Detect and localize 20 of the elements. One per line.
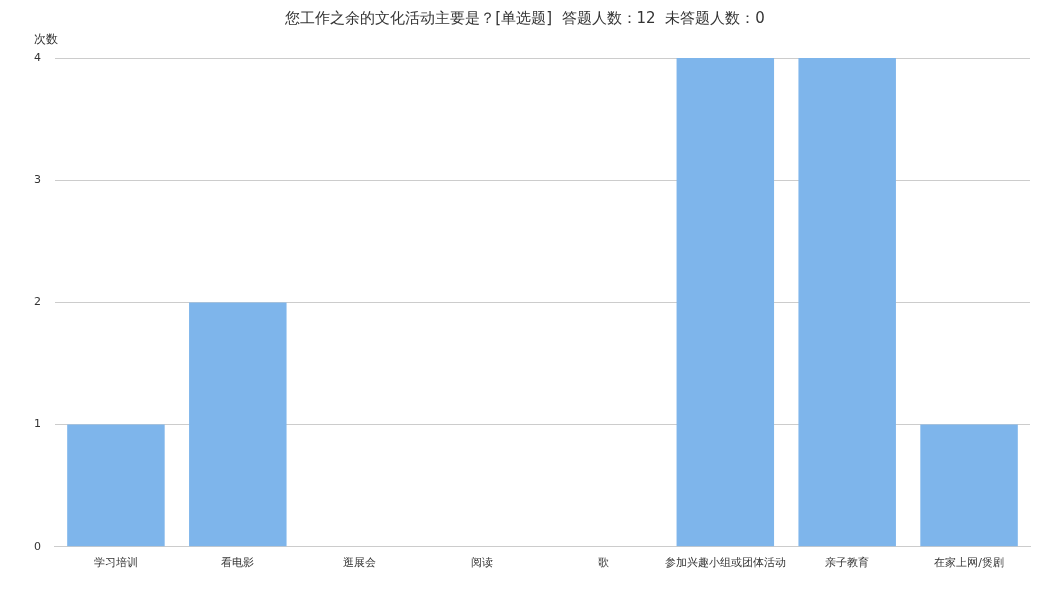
- x-tick-label: 参加兴趣小组或团体活动: [664, 556, 786, 570]
- bar: [798, 58, 896, 547]
- y-tick-label: 3: [34, 173, 41, 187]
- y-axis-title: 次数: [34, 32, 58, 47]
- chart-title: 您工作之余的文化活动主要是？[单选题] 答题人数：12 未答题人数：0: [284, 8, 765, 27]
- x-tick-label: 歌: [597, 556, 609, 570]
- bar: [676, 58, 775, 547]
- y-tick-label: 0: [34, 539, 41, 553]
- x-tick-label: 学习培训: [93, 556, 138, 570]
- x-tick-label: 看电影: [221, 556, 255, 570]
- x-tick-label: 亲子教育: [825, 556, 870, 570]
- x-tick-label: 在家上网/煲剧: [934, 556, 1004, 570]
- bar: [189, 302, 287, 547]
- y-tick-label: 1: [34, 417, 41, 431]
- y-tick-label: 2: [34, 295, 41, 309]
- bar: [67, 424, 165, 547]
- x-tick-label: 逛展会: [343, 556, 377, 570]
- x-tick-label: 阅读: [470, 556, 493, 570]
- bar: [920, 424, 1018, 547]
- y-tick-label: 4: [34, 50, 41, 64]
